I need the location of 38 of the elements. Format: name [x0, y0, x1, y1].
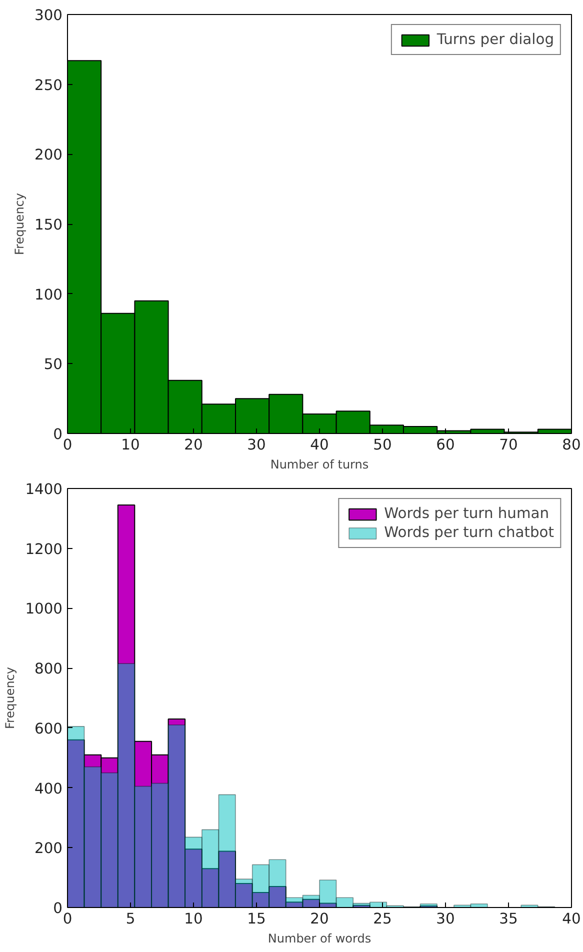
- x-tick-label: 10: [121, 436, 140, 454]
- x-tick-label: 20: [310, 910, 329, 928]
- legend-label: Turns per dialog: [436, 31, 554, 48]
- y-tick-label: 150: [34, 216, 63, 234]
- x-tick-label: 15: [247, 910, 266, 928]
- y-tick-label: 50: [44, 356, 63, 374]
- x-tick-label: 80: [562, 436, 581, 454]
- y-tick-label: 600: [34, 720, 63, 738]
- y-tick-label: 400: [34, 780, 63, 798]
- x-axis-title: Number of turns: [270, 458, 369, 472]
- y-tick-label: 300: [34, 7, 63, 24]
- x-tick-label: 25: [373, 910, 392, 928]
- x-tick-label: 30: [436, 910, 455, 928]
- y-tick-label: 1400: [25, 481, 63, 498]
- y-axis-title: Frequency: [3, 666, 18, 729]
- x-tick-label: 40: [310, 436, 329, 454]
- x-tick-label: 10: [184, 910, 203, 928]
- x-tick-label: 40: [562, 910, 581, 928]
- y-tick-label: 0: [53, 900, 63, 917]
- y-tick-label: 1200: [25, 540, 63, 558]
- y-tick-label: 0: [53, 426, 63, 443]
- x-tick-label: 70: [499, 436, 518, 454]
- legend-label: Words per turn chatbot: [384, 524, 554, 541]
- y-tick-label: 250: [34, 76, 63, 94]
- y-tick-label: 200: [34, 146, 63, 164]
- x-tick-label: 20: [184, 436, 203, 454]
- x-tick-label: 50: [373, 436, 392, 454]
- y-tick-label: 100: [34, 286, 63, 304]
- legend-label: Words per turn human: [384, 505, 550, 522]
- y-axis-title: Frequency: [12, 192, 27, 255]
- x-axis-title: Number of words: [268, 932, 372, 946]
- y-tick-label: 1000: [25, 600, 63, 618]
- y-tick-label: 200: [34, 840, 63, 858]
- y-tick-label: 800: [34, 660, 63, 678]
- x-tick-label: 5: [126, 910, 136, 928]
- x-tick-label: 30: [247, 436, 266, 454]
- x-tick-label: 60: [436, 436, 455, 454]
- x-tick-label: 35: [499, 910, 518, 928]
